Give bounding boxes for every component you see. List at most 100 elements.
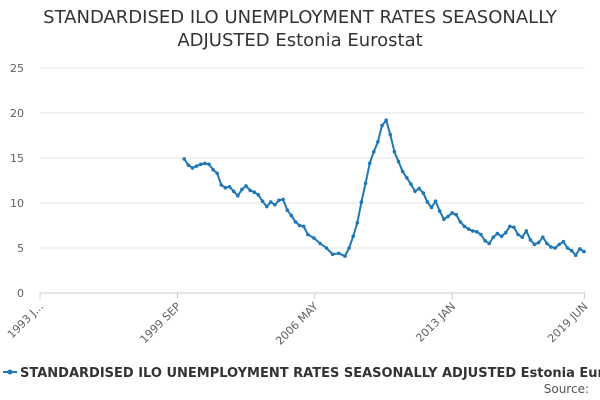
data-point[interactable] (194, 164, 199, 168)
data-point[interactable] (475, 230, 479, 234)
data-point[interactable] (347, 246, 351, 250)
data-point[interactable] (248, 188, 252, 193)
data-point[interactable] (355, 221, 360, 225)
data-point[interactable] (244, 184, 248, 188)
data-point[interactable] (376, 140, 380, 144)
data-point[interactable] (293, 220, 298, 224)
data-point[interactable] (277, 198, 281, 203)
data-point[interactable] (384, 118, 389, 122)
data-point[interactable] (437, 209, 442, 213)
data-point[interactable] (479, 232, 483, 237)
data-point[interactable] (318, 241, 323, 246)
data-point[interactable] (264, 204, 269, 209)
data-point[interactable] (413, 189, 417, 194)
data-point[interactable] (252, 190, 257, 194)
data-point[interactable] (421, 191, 426, 195)
data-point[interactable] (198, 162, 203, 167)
data-point[interactable] (495, 231, 500, 236)
data-point[interactable] (425, 200, 430, 204)
data-point[interactable] (367, 161, 372, 166)
data-point[interactable] (359, 200, 364, 204)
data-point[interactable] (569, 248, 574, 253)
series-line[interactable] (183, 119, 585, 258)
data-point[interactable] (409, 182, 413, 186)
data-point[interactable] (400, 169, 405, 174)
data-point[interactable] (324, 246, 329, 250)
data-point[interactable] (273, 203, 277, 207)
chart-title-line-2: ADJUSTED Estonia Eurostat (177, 30, 423, 51)
data-point[interactable] (231, 189, 236, 194)
data-point[interactable] (528, 238, 533, 242)
data-point[interactable] (211, 167, 215, 172)
data-point[interactable] (223, 185, 228, 190)
data-point[interactable] (343, 254, 347, 258)
data-point[interactable] (549, 245, 553, 249)
data-point[interactable] (561, 239, 566, 244)
data-point[interactable] (351, 234, 356, 239)
data-point[interactable] (405, 176, 409, 180)
data-point[interactable] (487, 241, 492, 246)
data-point[interactable] (557, 242, 561, 247)
data-point[interactable] (219, 183, 224, 187)
data-point[interactable] (396, 159, 401, 164)
data-point[interactable] (483, 239, 487, 243)
data-point[interactable] (433, 199, 438, 203)
data-point[interactable] (227, 185, 232, 189)
data-point[interactable] (380, 123, 384, 128)
data-point[interactable] (450, 211, 454, 215)
data-point[interactable] (520, 235, 524, 239)
data-point[interactable] (388, 132, 393, 137)
data-point[interactable] (446, 214, 450, 219)
data-point[interactable] (306, 232, 310, 237)
data-point[interactable] (337, 251, 341, 256)
data-point[interactable] (417, 186, 421, 191)
data-point[interactable] (458, 220, 463, 224)
data-point[interactable] (281, 197, 285, 202)
data-point[interactable] (312, 236, 316, 240)
data-point[interactable] (186, 163, 191, 167)
data-point[interactable] (240, 187, 244, 192)
data-point[interactable] (269, 200, 273, 204)
data-point[interactable] (442, 217, 446, 221)
data-point[interactable] (289, 213, 294, 218)
data-point[interactable] (541, 235, 545, 239)
data-point[interactable] (182, 157, 186, 161)
data-point[interactable] (516, 232, 520, 237)
data-point[interactable] (372, 149, 376, 154)
data-point[interactable] (578, 247, 582, 251)
data-point[interactable] (256, 193, 261, 197)
data-point[interactable] (363, 181, 368, 185)
data-point[interactable] (503, 230, 508, 235)
data-point[interactable] (454, 212, 459, 217)
legend-label[interactable]: STANDARDISED ILO UNEMPLOYMENT RATES SEAS… (20, 366, 600, 381)
data-point[interactable] (536, 240, 541, 245)
data-point[interactable] (573, 253, 578, 257)
data-point[interactable] (190, 166, 195, 170)
data-point[interactable] (532, 242, 537, 247)
data-point[interactable] (462, 224, 467, 229)
data-point[interactable] (285, 208, 290, 212)
data-point[interactable] (470, 229, 475, 233)
data-point[interactable] (236, 194, 240, 198)
data-point[interactable] (203, 161, 207, 166)
data-point[interactable] (524, 229, 529, 233)
data-point[interactable] (215, 171, 219, 176)
data-point[interactable] (429, 205, 434, 210)
data-point[interactable] (499, 234, 504, 239)
data-point[interactable] (330, 252, 335, 257)
data-point[interactable] (553, 246, 557, 250)
data-point[interactable] (466, 227, 471, 231)
data-point[interactable] (582, 249, 586, 254)
data-point[interactable] (565, 246, 570, 250)
data-point[interactable] (297, 223, 302, 228)
data-point[interactable] (392, 149, 397, 154)
data-point[interactable] (301, 224, 306, 229)
data-point[interactable] (260, 199, 265, 203)
data-point[interactable] (545, 241, 549, 246)
legend[interactable]: STANDARDISED ILO UNEMPLOYMENT RATES SEAS… (3, 366, 600, 381)
series-layer[interactable] (182, 118, 586, 258)
data-point[interactable] (491, 235, 496, 239)
data-point[interactable] (512, 225, 516, 230)
data-point[interactable] (207, 162, 211, 167)
data-point[interactable] (508, 224, 512, 229)
